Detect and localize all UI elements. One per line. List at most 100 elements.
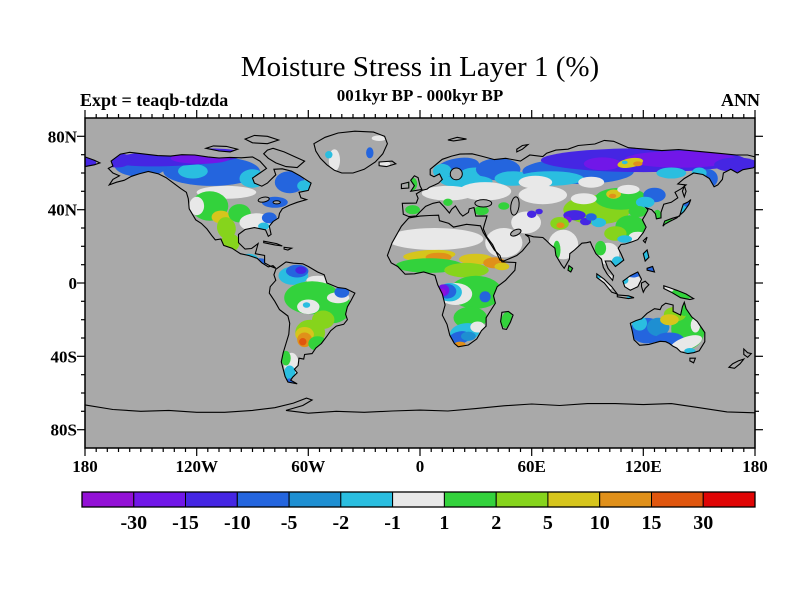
coastline-south-america xyxy=(268,261,356,385)
colorbar-segment xyxy=(133,491,187,508)
map-region xyxy=(617,184,640,195)
map-region xyxy=(635,196,655,208)
colorbar-segment xyxy=(288,491,342,508)
coastline-philippines-mindanao xyxy=(646,265,656,273)
coastline-ireland xyxy=(400,181,410,190)
map-region xyxy=(617,235,633,243)
coastline-nz-north xyxy=(743,347,753,359)
coastline-hispaniola xyxy=(283,246,294,251)
colorbar-label: -30 xyxy=(120,512,147,534)
colorbar-label: -5 xyxy=(281,512,298,534)
map-region xyxy=(274,171,305,194)
colorbar-label: 30 xyxy=(693,512,713,534)
colorbar-label: 2 xyxy=(491,512,501,534)
colorbar-label: -15 xyxy=(172,512,199,534)
coastline-cuba xyxy=(263,240,283,247)
colorbar-segment xyxy=(443,491,497,508)
map-region xyxy=(470,321,486,333)
coastline-uk xyxy=(409,175,423,193)
coastline-sumatra xyxy=(596,272,619,296)
map-region xyxy=(591,217,607,228)
data-regions xyxy=(85,135,755,384)
colorbar-segment xyxy=(599,491,653,508)
x-axis-label: 60W xyxy=(291,457,325,476)
coastline-novaya-zemlya xyxy=(516,143,530,153)
map-region xyxy=(405,205,420,215)
coastline-borneo xyxy=(622,271,643,291)
coastline-eurasia xyxy=(401,139,756,282)
x-axis-label: 120W xyxy=(175,457,218,476)
coastline-nz-south xyxy=(727,358,746,369)
colorbar-label: 5 xyxy=(543,512,553,534)
colorbar-label: 1 xyxy=(439,512,449,534)
map-region xyxy=(443,198,453,206)
map-region xyxy=(302,302,311,308)
map-region xyxy=(578,176,605,188)
coastline-north-america xyxy=(107,151,312,269)
colorbar-segment xyxy=(81,491,135,508)
coastline-japan xyxy=(662,199,692,227)
map-region xyxy=(459,182,512,201)
x-axis-label: 60E xyxy=(518,457,546,476)
map-region xyxy=(258,222,270,230)
lake-great-lakes-e xyxy=(272,200,281,205)
colorbar-segment xyxy=(236,491,290,508)
lake-caspian-sea xyxy=(510,196,520,216)
map-region xyxy=(297,180,312,192)
lake-baltic-sea xyxy=(449,167,463,181)
map-region xyxy=(216,217,236,239)
coastline-sulawesi xyxy=(640,280,650,294)
colorbar-label: -2 xyxy=(332,512,349,534)
coastline-baffin xyxy=(262,147,306,169)
map-region xyxy=(479,291,491,303)
chart-title: Moisture Stress in Layer 1 (%) xyxy=(240,51,600,83)
map-region xyxy=(570,193,597,205)
colorbar-segment xyxy=(495,491,549,508)
map-region xyxy=(261,212,277,224)
coastline-philippines-luzon xyxy=(642,248,650,263)
map-region xyxy=(670,335,703,352)
map-region xyxy=(556,222,565,229)
map-region xyxy=(386,228,484,250)
chart-subtitle: 001kyr BP - 000kyr BP xyxy=(336,86,504,105)
map-region xyxy=(461,331,476,341)
coastline-ellesmere xyxy=(243,134,281,145)
colorbar-segment xyxy=(185,491,238,508)
colorbar-segment xyxy=(340,491,394,508)
map-region xyxy=(371,135,387,141)
x-axis-label: 180 xyxy=(72,457,98,476)
map-region xyxy=(494,262,510,271)
map-region xyxy=(628,206,648,217)
map-region xyxy=(379,161,391,167)
landmass-sulawesi xyxy=(641,281,649,293)
coastline-greenland xyxy=(313,130,388,174)
coastline-victoria-island xyxy=(203,145,240,153)
map-region xyxy=(660,314,679,326)
lake-persian-gulf xyxy=(510,228,522,237)
colorbar-frame xyxy=(81,491,756,508)
season-label: ANN xyxy=(721,90,760,110)
coastline-sakhalin xyxy=(681,184,687,199)
map-region xyxy=(518,185,567,205)
map-region xyxy=(295,266,307,274)
map-region xyxy=(474,206,489,216)
colorbar-segment xyxy=(651,491,704,508)
map-region xyxy=(656,167,687,179)
coastline-antarctica xyxy=(84,397,756,449)
y-axis-label: 40S xyxy=(51,347,77,366)
colorbar-label: 15 xyxy=(642,512,662,534)
map-region xyxy=(325,151,333,159)
map-region xyxy=(583,157,622,171)
map-region xyxy=(684,348,696,354)
map-region xyxy=(585,213,597,221)
map-region xyxy=(178,163,208,179)
coastline-africa xyxy=(386,214,517,348)
coastline-taiwan xyxy=(642,236,648,244)
map-region xyxy=(444,262,489,278)
colorbar-segment xyxy=(547,491,601,508)
landmass-nz-south xyxy=(728,359,744,369)
y-axis-label: 80N xyxy=(48,127,78,146)
colorbar-label: -1 xyxy=(384,512,401,534)
